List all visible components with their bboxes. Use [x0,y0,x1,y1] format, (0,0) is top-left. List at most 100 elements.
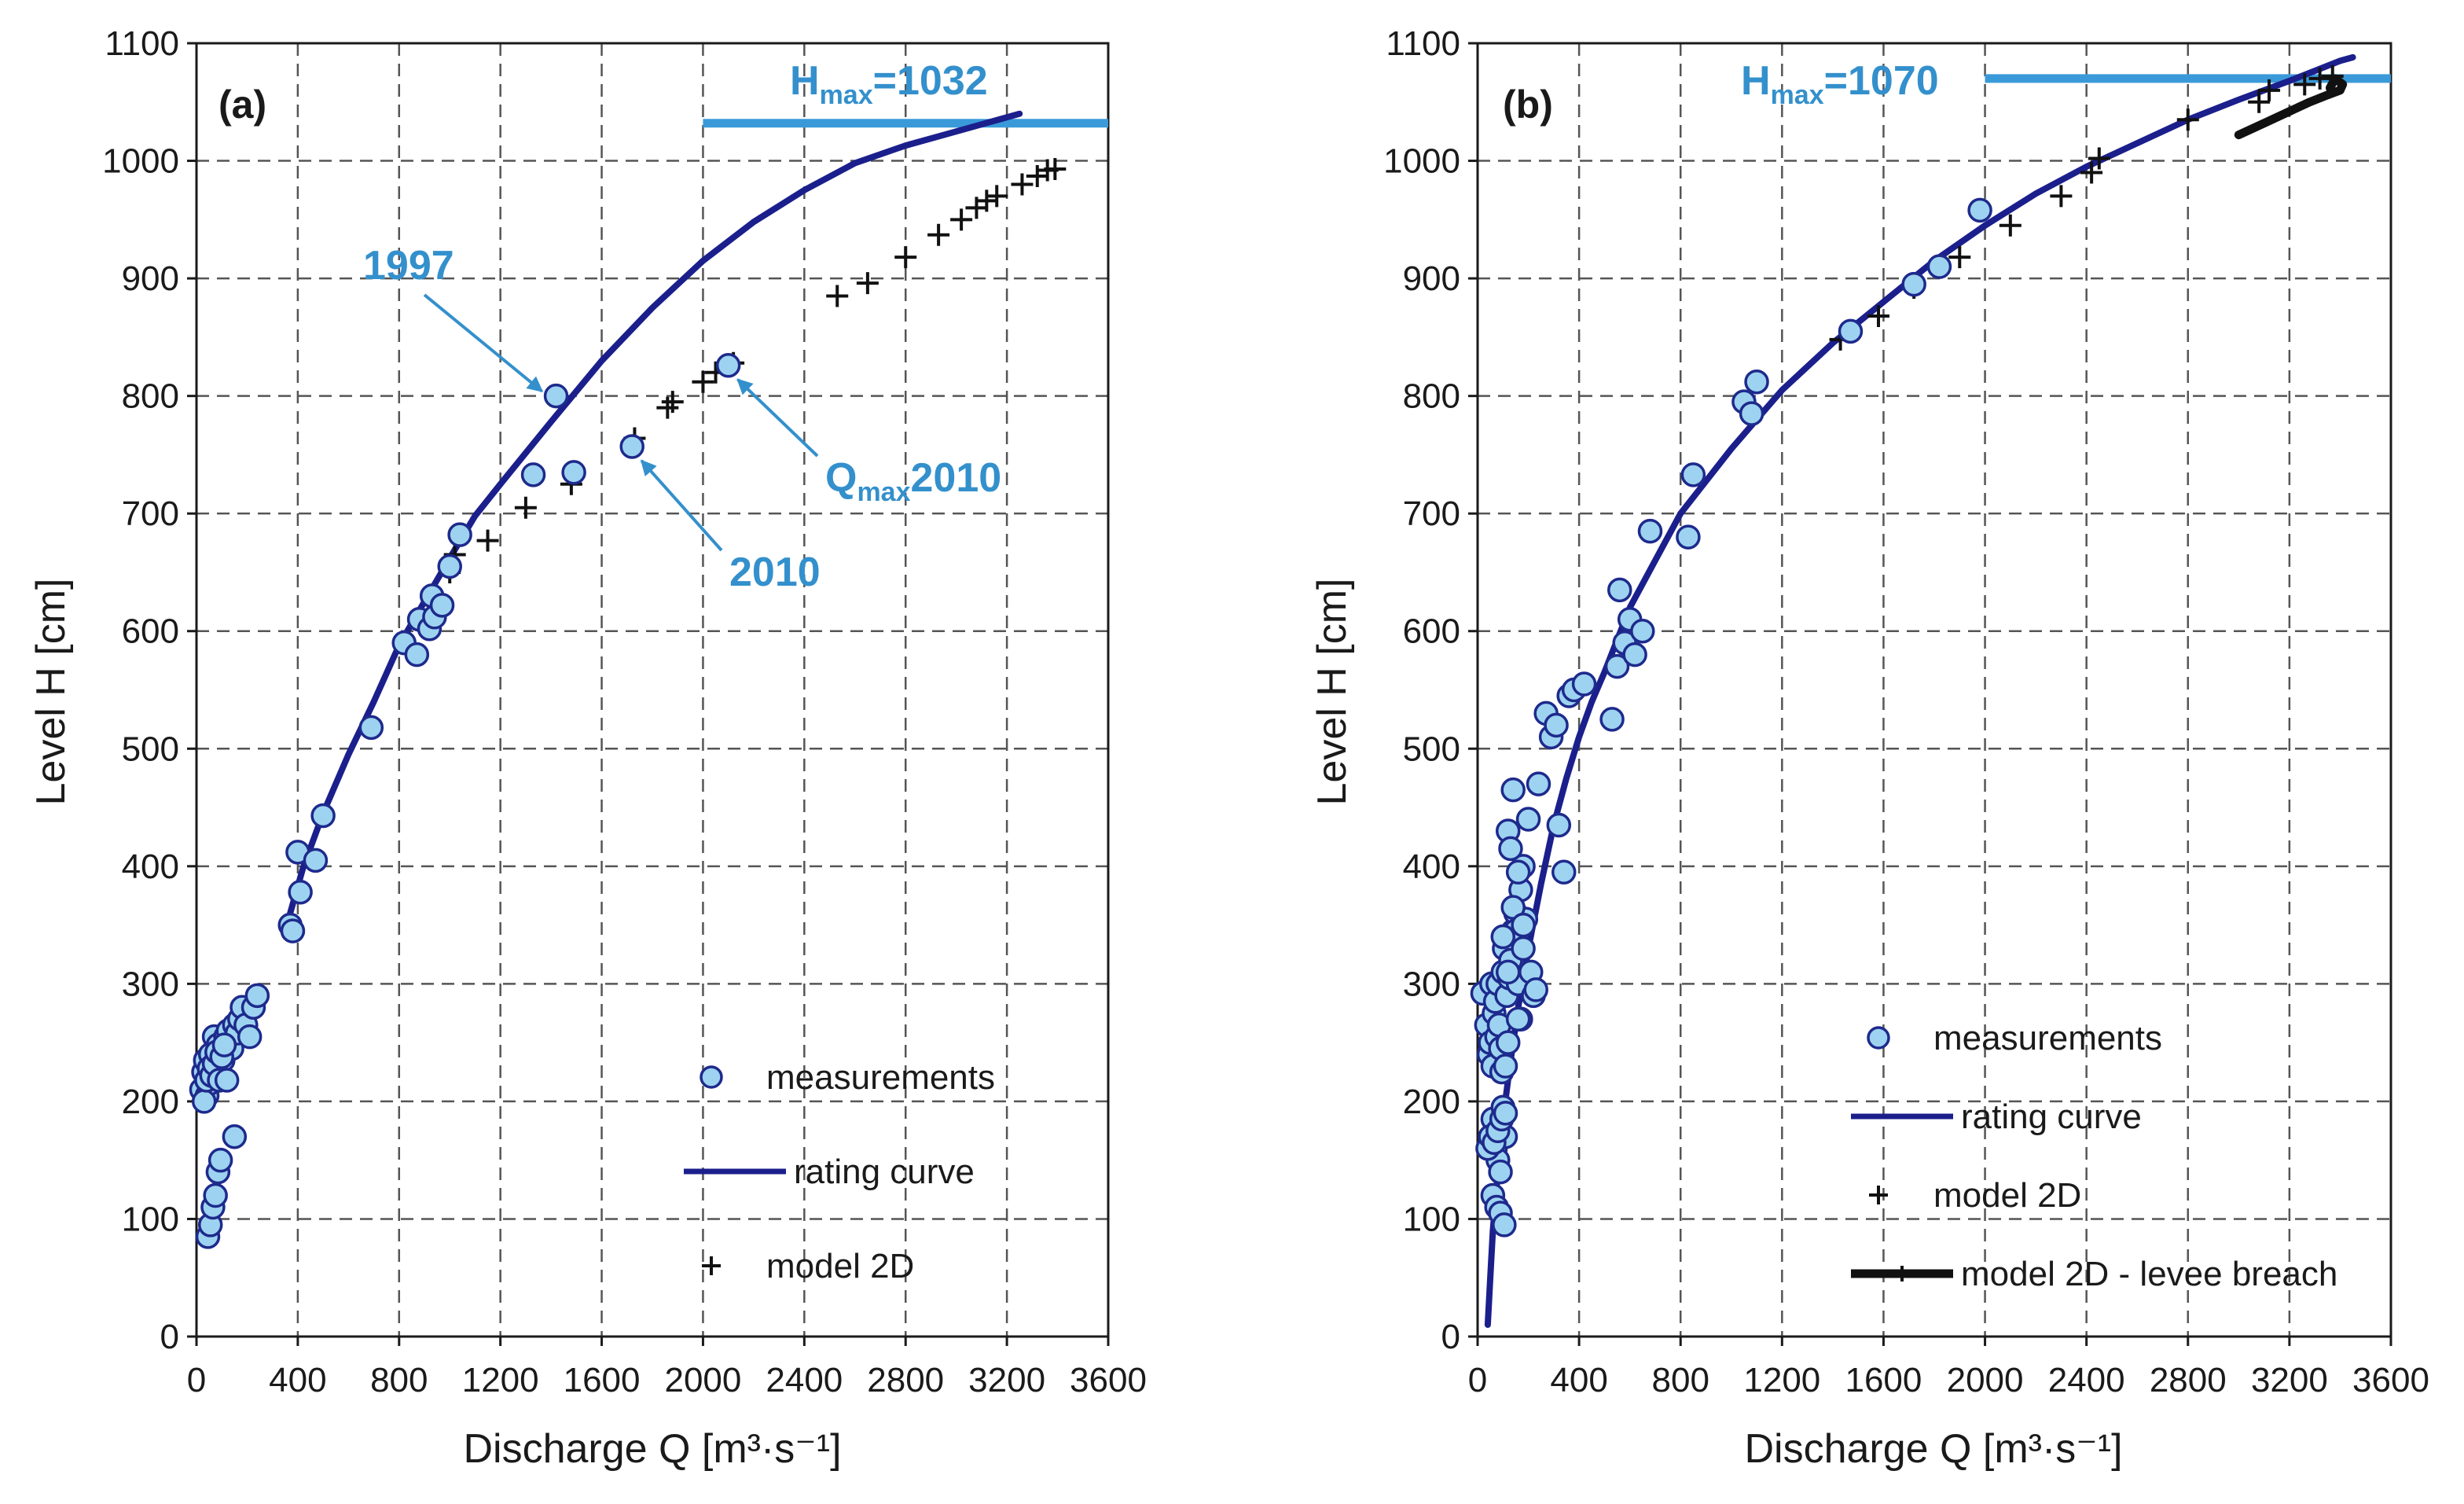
grid-lines [196,43,1108,1337]
model-2d-marker [986,185,1008,208]
y-tick-label: 1000 [102,142,179,181]
panel-label: (b) [1503,83,1553,127]
measurement-point [1676,524,1701,550]
legend-swatch-measurements [1867,1026,1890,1050]
x-tick-label: 3600 [2352,1361,2429,1399]
x-tick-label: 400 [269,1361,326,1399]
measurement-point [1551,859,1577,885]
legend-entry-rating-curve: rating curve [1961,1098,2142,1136]
legend-swatch-model-2d [1869,1186,1888,1204]
y-tick-label: 900 [1403,259,1460,298]
y-tick-label: 900 [122,259,179,298]
series-layer [189,110,1067,1249]
measurement-point [1739,401,1764,426]
x-axis-label: Discharge Q [m³·s⁻¹] [463,1426,841,1472]
x-tick-label: 800 [370,1361,428,1399]
measurement-point [1604,653,1630,679]
measurement-point [1498,836,1523,862]
measurement-point [715,353,741,378]
plot-frame [1476,42,2392,1338]
y-axis-label: Level H [cm] [1309,579,1355,806]
measurement-point [1511,936,1536,962]
x-tick-label: 2000 [1947,1361,2024,1399]
measurement-point [310,803,336,829]
measurement-point [1526,771,1551,796]
measurement-point [1495,959,1521,985]
y-tick-label: 300 [122,965,179,1003]
annotation-arrow [640,459,723,552]
measurement-point [1505,859,1531,885]
x-tick-label: 1200 [462,1361,539,1399]
model-2d-marker [2088,147,2110,170]
model-2d-marker [1011,173,1034,196]
y-tick-label: 400 [122,848,179,886]
chart-panel-b: 0 400 800 1200 1600 2000 2400 2800 3200 3600 0 100 2… [1309,24,2429,1472]
measurement-point [211,1032,237,1057]
y-tick-label: 1100 [1386,24,1460,63]
tick-labels: 0 400 800 1200 1600 2000 2400 2800 3200 3600 0 100 2… [102,24,1147,1399]
measurement-point [1505,1006,1531,1031]
rating-curve-line [281,110,1023,935]
x-tick-label: 1600 [1845,1361,1922,1399]
annotation-arrow [736,378,819,458]
measurement-point [437,553,462,579]
model-2d-marker [2308,67,2331,90]
hmax-label-main: H [790,58,820,104]
x-tick-label: 800 [1652,1361,1709,1399]
measurement-point [237,1024,263,1050]
measurement-point [1488,1159,1513,1185]
qmax-label-sub: max [857,477,910,507]
legend-swatch-model-2d [702,1256,721,1275]
x-tick-label: 2800 [2150,1361,2227,1399]
measurement-point [520,462,546,487]
x-tick-label: 3200 [968,1361,1045,1399]
legend-entry-model-2d: model 2D [1933,1176,2081,1215]
y-tick-label: 1000 [1383,142,1460,181]
y-tick-label: 0 [160,1318,179,1356]
model-2d-marker [2321,64,2344,87]
y-tick-label: 200 [1403,1083,1460,1121]
hmax-label-value: =1032 [873,58,988,104]
legend: measurements rating curve model 2D [684,1058,995,1285]
measurement-point [1967,197,1992,223]
measurement-point [1622,642,1647,667]
legend-entry-model-2d: model 2D [766,1247,914,1285]
x-tick-label: 2400 [766,1361,843,1399]
annotation-2010: 2010 [729,550,821,595]
measurement-point [1901,271,1926,297]
y-tick-label: 300 [1403,965,1460,1003]
y-tick-label: 100 [1403,1200,1460,1238]
measurement-point [1571,671,1597,697]
y-axis-label: Level H [cm] [28,579,74,806]
model-2d-marker [1044,158,1067,181]
measurement-point [1838,318,1864,344]
measurement-point [561,460,586,485]
model-2d-marker [894,246,917,269]
measurement-point [543,383,569,409]
model-2d-marker [1867,304,1889,327]
measurement-point [303,848,329,873]
measurement-point [244,983,270,1009]
x-tick-label: 400 [1550,1361,1607,1399]
model-2d-marker [1999,214,2022,237]
model-2d-marker [2248,90,2271,113]
legend-swatch-measurements [700,1065,723,1089]
measurement-point [1511,912,1536,938]
x-axis-label: Discharge Q [m³·s⁻¹] [1744,1426,2122,1472]
model-2d-marker [856,272,879,295]
legend-entry-levee-breach: model 2D - levee breach [1961,1255,2337,1293]
legend: measurements rating curve model 2D model… [1851,1019,2337,1293]
measurement-point [1523,977,1548,1002]
x-tick-label: 3200 [2251,1361,2328,1399]
model-2d-marker [2258,79,2281,101]
y-tick-label: 200 [122,1083,179,1121]
measurement-point [1490,924,1516,950]
hmax-label-sub: max [1771,80,1824,110]
measurement-point [1544,712,1569,738]
y-tick-label: 600 [1403,612,1460,651]
measurement-point [1630,618,1655,644]
legend-entry-measurements: measurements [766,1058,995,1097]
model-2d-marker [2176,108,2199,131]
x-tick-label: 1200 [1743,1361,1820,1399]
model-2d-marker [656,396,679,419]
